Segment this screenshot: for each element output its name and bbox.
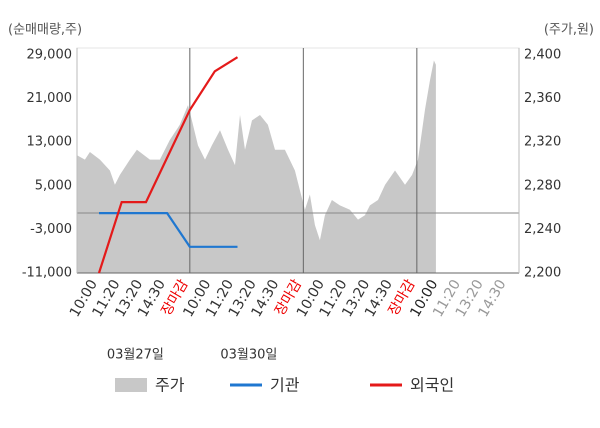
- date-label: 03월30일: [220, 348, 277, 363]
- price-area: [77, 60, 436, 273]
- legend-label: 주가: [155, 376, 185, 395]
- y-tick-label: 5,000: [35, 178, 72, 193]
- y2-tick-label: 2,360: [524, 91, 561, 106]
- series-line: [97, 56, 239, 274]
- y2-tick-label: 2,280: [524, 178, 561, 193]
- date-label: 03월27일: [107, 348, 164, 363]
- y2-tick-label: 2,400: [524, 48, 561, 63]
- y2-tick-label: 2,320: [524, 135, 561, 150]
- legend-label: 외국인: [410, 376, 454, 395]
- y-tick-label: -11,000: [22, 266, 72, 281]
- y-tick-label: -3,000: [30, 222, 72, 237]
- y-tick-label: 13,000: [27, 135, 73, 150]
- y2-tick-label: 2,200: [524, 266, 561, 281]
- y2-tick-label: 2,240: [524, 222, 561, 237]
- series-line: [99, 212, 238, 248]
- y-tick-label: 21,000: [27, 91, 73, 106]
- legend-label: 기관: [270, 376, 300, 395]
- legend-swatch: [115, 378, 147, 392]
- y2-axis-label: (주가,원): [544, 23, 594, 38]
- y-axis-label: (순매매량,주): [8, 23, 82, 38]
- y-tick-label: 29,000: [27, 48, 73, 63]
